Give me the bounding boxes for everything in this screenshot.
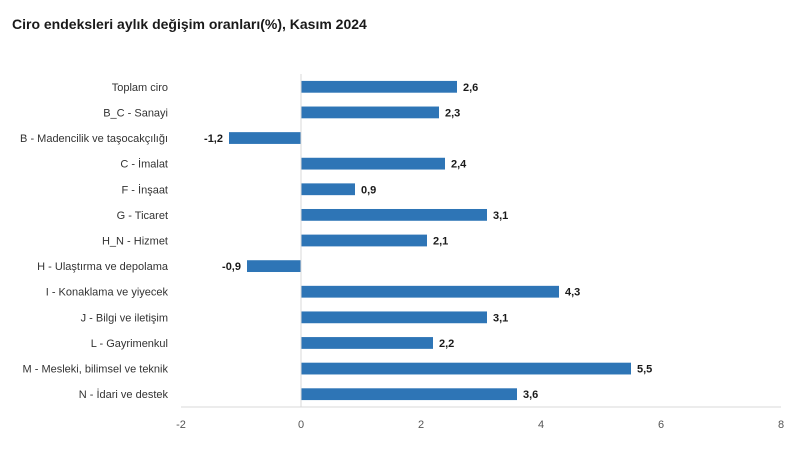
data-label: 3,1: [493, 210, 508, 222]
bar: [301, 337, 433, 349]
data-label: 2,1: [433, 236, 448, 248]
category-label: H_N - Hizmet: [102, 236, 168, 248]
data-label: 0,9: [361, 184, 376, 196]
bar: [301, 183, 355, 196]
bar: [301, 80, 457, 93]
data-label: 3,1: [493, 312, 508, 324]
data-label: 3,6: [523, 389, 538, 401]
bar: [301, 362, 631, 375]
bar: [301, 285, 559, 298]
bar: [301, 311, 487, 324]
category-label: N - İdari ve destek: [79, 388, 169, 401]
x-axis: -2 0 2 4 6 8: [176, 74, 784, 431]
bar: [301, 106, 439, 119]
category-label: B_C - Sanayi: [103, 107, 168, 119]
category-label: M - Mesleki, bilimsel ve teknik: [23, 364, 169, 376]
bar: [301, 208, 487, 221]
category-label: B - Madencilik ve taşocakçılığı: [20, 133, 168, 145]
category-label: H - Ulaştırma ve depolama: [37, 261, 169, 273]
x-tick-label: 2: [418, 419, 424, 431]
x-tick-label: 4: [538, 419, 544, 431]
category-label: C - İmalat: [120, 158, 168, 171]
bar: [247, 260, 301, 273]
bars-group: [229, 80, 631, 401]
data-label: -0,9: [222, 261, 241, 273]
category-labels: Toplam ciro B_C - Sanayi B - Madencilik ve…: [20, 82, 169, 401]
bar: [301, 388, 517, 401]
category-label: J - Bilgi ve iletişim: [81, 312, 168, 324]
bar: [301, 157, 445, 170]
category-label: Toplam ciro: [112, 82, 168, 94]
x-tick-label: 8: [778, 419, 784, 431]
category-label: F - İnşaat: [122, 183, 168, 196]
data-label: -1,2: [204, 133, 223, 145]
data-label: 2,6: [463, 82, 478, 94]
bar: [301, 234, 427, 247]
data-label: 2,4: [451, 159, 467, 171]
category-label: G - Ticaret: [117, 210, 168, 222]
x-tick-label: 6: [658, 419, 664, 431]
value-labels: 2,6 2,3 -1,2 2,4 0,9 3,1 2,1 -0,9 4,3 3,1 2,2 5,5 3,…: [204, 82, 652, 401]
x-tick-label: -2: [176, 419, 186, 431]
data-label: 2,3: [445, 107, 460, 119]
data-label: 4,3: [565, 287, 580, 299]
data-label: 5,5: [637, 364, 652, 376]
category-label: L - Gayrimenkul: [91, 338, 168, 350]
category-label: I - Konaklama ve yiyecek: [46, 287, 169, 299]
chart-title: Ciro endeksleri aylık değişim oranları(%…: [12, 16, 367, 32]
bar: [229, 132, 301, 144]
x-tick-label: 0: [298, 419, 304, 431]
data-label: 2,2: [439, 338, 454, 350]
